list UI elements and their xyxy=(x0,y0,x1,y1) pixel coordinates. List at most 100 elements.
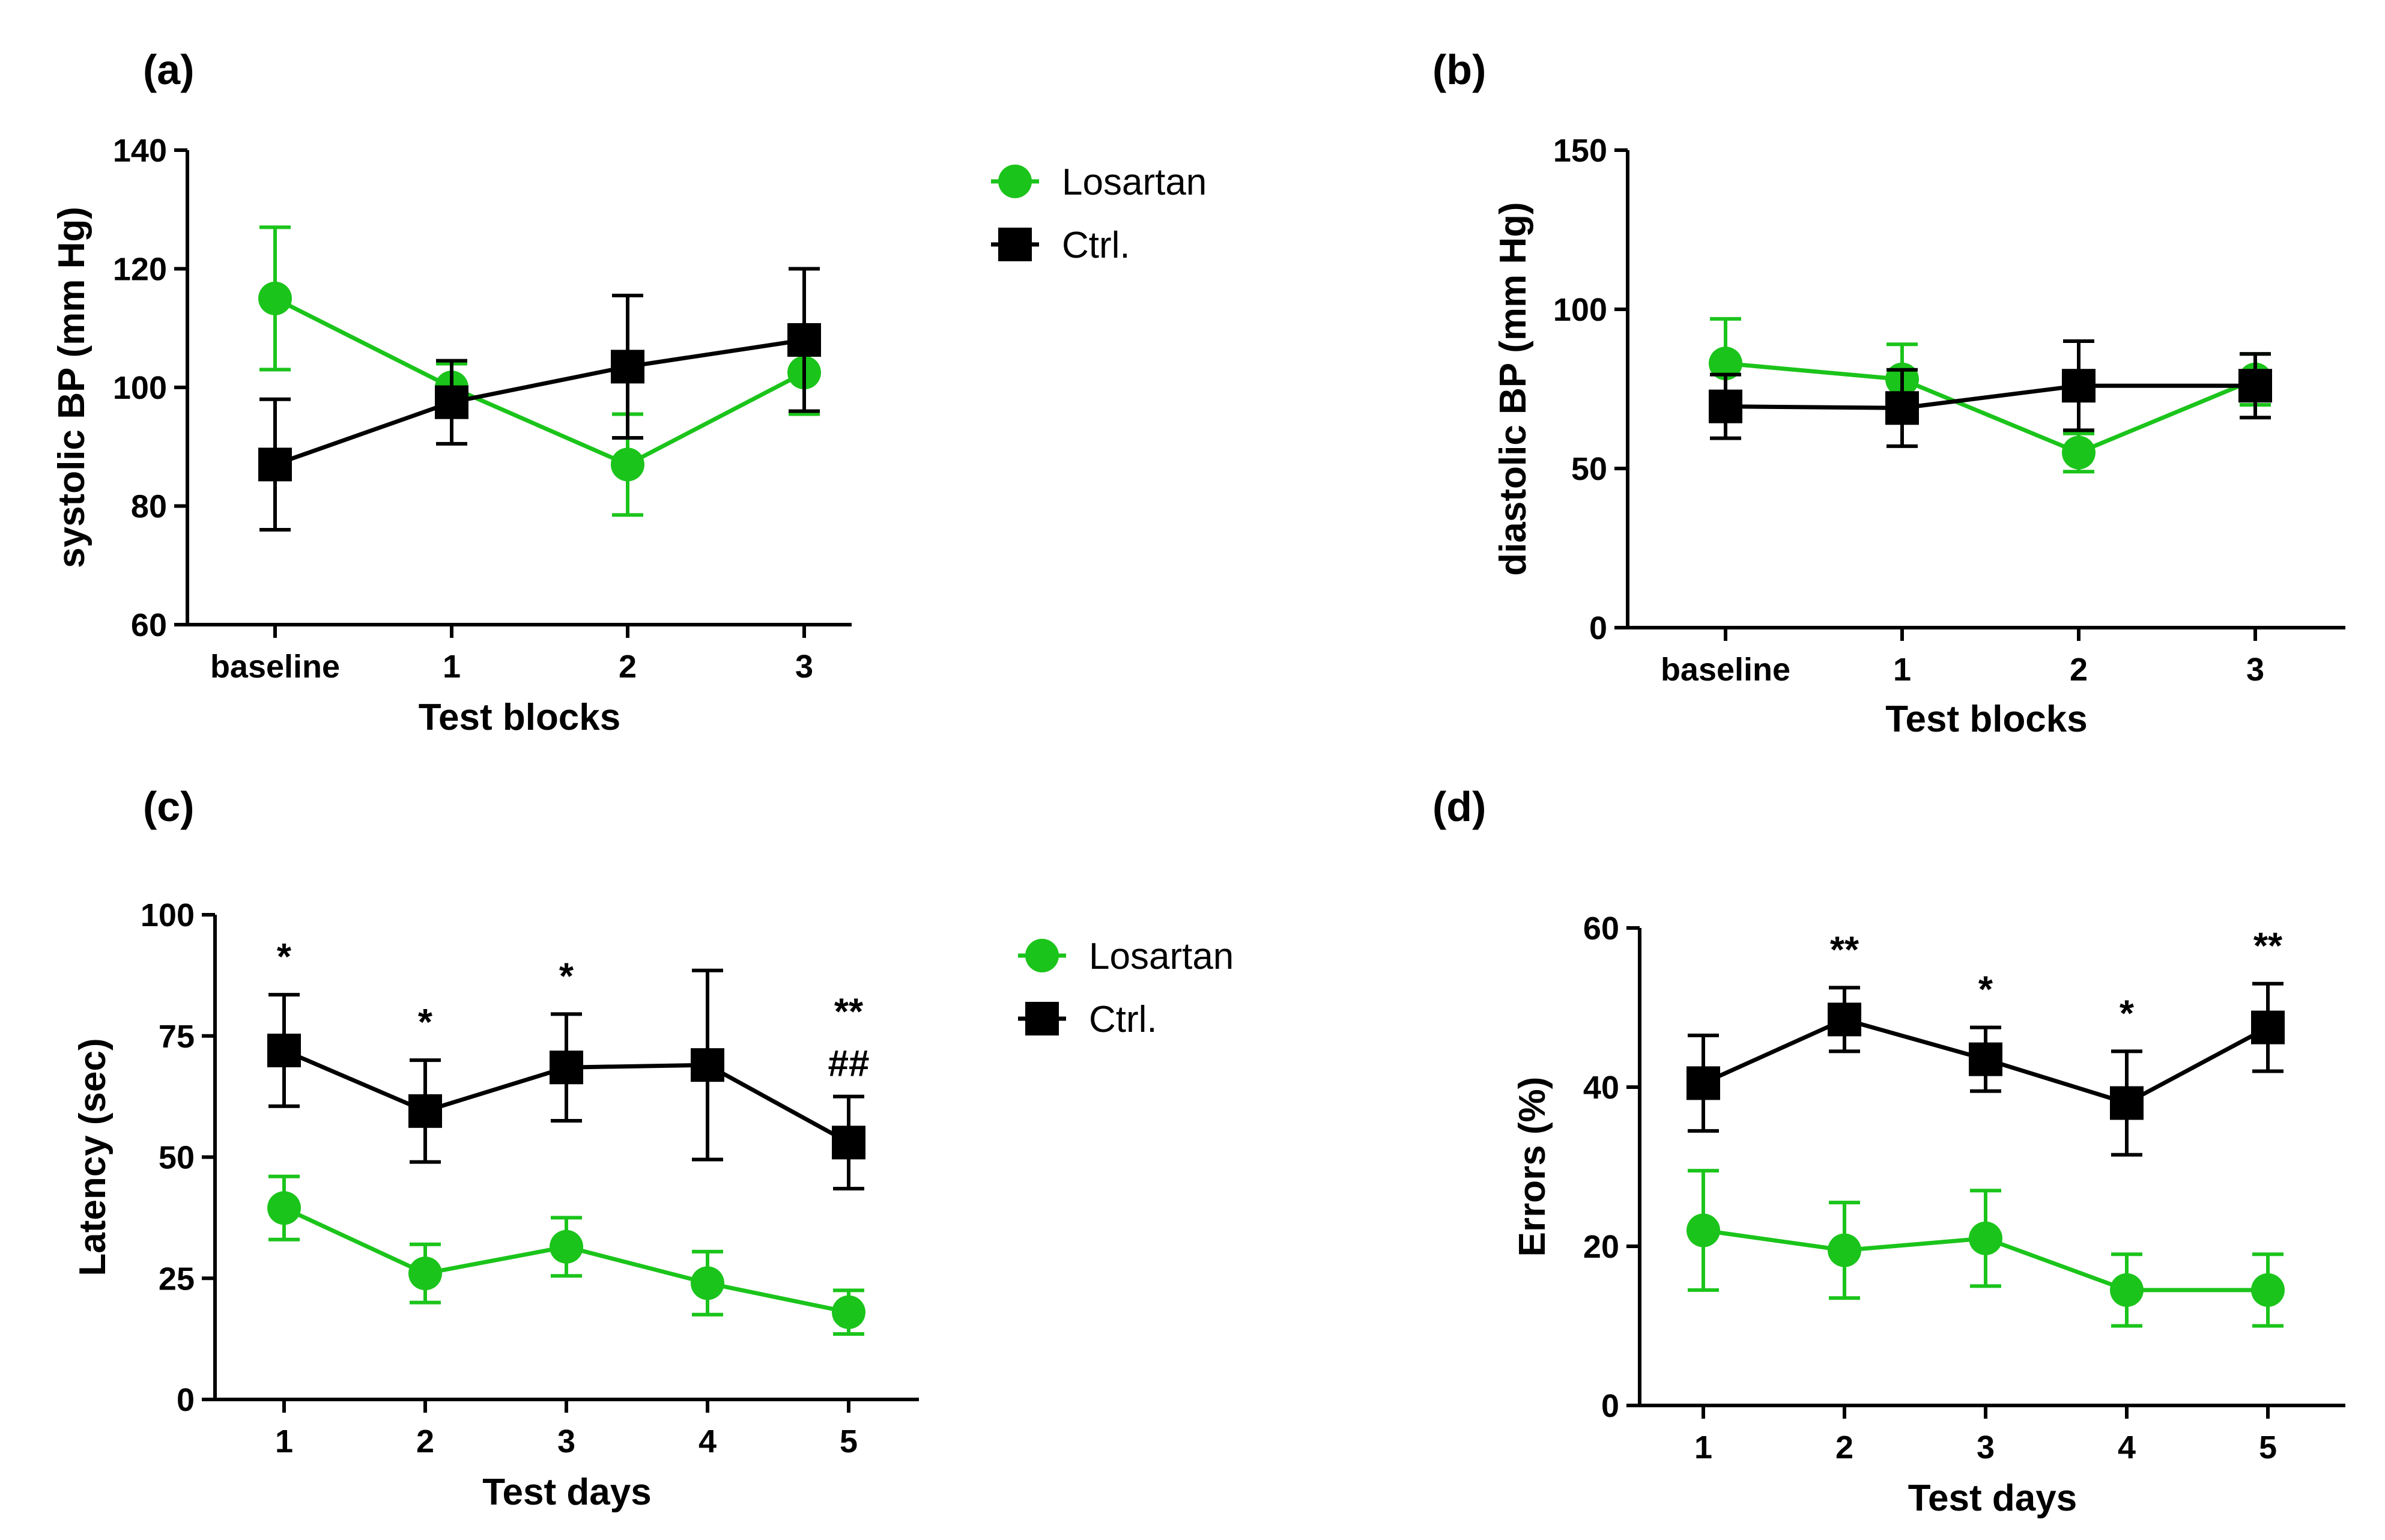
x-tick-label: 2 xyxy=(2070,652,2088,688)
data-point xyxy=(1969,1042,2002,1076)
series-line xyxy=(274,338,805,467)
y-tick-label: 40 xyxy=(1583,1070,1619,1106)
x-tick-label: 4 xyxy=(2118,1429,2136,1466)
series-line xyxy=(1725,361,2256,455)
data-point xyxy=(691,1048,724,1082)
legend-swatch-marker xyxy=(1025,939,1059,972)
x-tick-label: 3 xyxy=(2246,652,2264,688)
x-tick-label: 3 xyxy=(557,1423,575,1460)
significance-marker: * xyxy=(1978,969,1993,1011)
x-axis-title: Test days xyxy=(482,1472,651,1513)
series-line xyxy=(1725,383,2255,410)
series-ctrl xyxy=(1709,339,2272,448)
series-ctrl xyxy=(267,968,865,1190)
x-tick-label: 3 xyxy=(795,649,813,685)
y-tick-label: 20 xyxy=(1583,1229,1619,1265)
significance-marker: ** xyxy=(1830,929,1859,971)
y-tick-label: 60 xyxy=(131,607,167,643)
x-tick-label: 1 xyxy=(443,649,461,685)
x-tick-label: 2 xyxy=(1835,1429,1853,1466)
panel-label: (d) xyxy=(1432,783,1486,830)
data-point xyxy=(550,1050,583,1085)
data-point xyxy=(1686,1213,1720,1247)
significance-marker: * xyxy=(418,1002,433,1043)
y-axis-title: diastolic BP (mm Hg) xyxy=(1493,202,1534,575)
legend-label: Losartan xyxy=(1062,162,1207,203)
data-point xyxy=(258,447,292,482)
data-point xyxy=(2110,1273,2144,1307)
data-point xyxy=(2251,1273,2285,1307)
x-tick-label: 5 xyxy=(2259,1429,2277,1466)
data-point xyxy=(408,1094,442,1128)
x-tick-label: 5 xyxy=(840,1423,858,1460)
data-point xyxy=(1828,1002,1861,1037)
data-point xyxy=(267,1191,301,1225)
data-point xyxy=(1828,1233,1861,1267)
y-tick-label: 0 xyxy=(1589,610,1607,646)
y-tick-label: 100 xyxy=(1553,292,1607,328)
x-tick-label: 4 xyxy=(699,1423,717,1460)
data-point xyxy=(611,350,644,384)
data-point xyxy=(2238,369,2272,403)
data-point xyxy=(832,1126,865,1160)
legend: Losartan Ctrl. xyxy=(991,162,1207,266)
legend-label: Ctrl. xyxy=(1062,225,1130,266)
x-axis-title: Test days xyxy=(1908,1478,2077,1519)
legend-label: Losartan xyxy=(1089,936,1234,977)
x-tick-label: 1 xyxy=(1893,652,1911,688)
significance-marker: ** xyxy=(834,992,864,1033)
y-tick-label: 100 xyxy=(113,370,167,406)
x-tick-label: baseline xyxy=(1661,652,1790,688)
x-tick-label: baseline xyxy=(210,649,340,685)
y-axis-title: Latency (sec) xyxy=(72,1038,114,1276)
series-losartan xyxy=(258,225,821,517)
x-tick-label: 1 xyxy=(275,1423,293,1460)
data-point xyxy=(435,385,468,419)
legend-swatch-marker xyxy=(998,165,1032,198)
significance-marker: * xyxy=(2120,993,2135,1034)
data-point xyxy=(1969,1221,2002,1255)
data-point xyxy=(691,1266,724,1300)
y-axis-title: Errors (%) xyxy=(1512,1077,1553,1257)
legend-swatch-marker xyxy=(998,228,1032,261)
chart-panel-c: (c) 0 25 50 75 100 1 2 3 4 5 Test days Latency (sec)… xyxy=(72,783,919,1513)
y-axis-title: systolic BP (mm Hg) xyxy=(51,207,92,568)
panel-label: (c) xyxy=(143,783,195,830)
y-tick-label: 140 xyxy=(113,133,167,169)
x-tick-label: 3 xyxy=(1977,1429,1995,1466)
panel-label: (a) xyxy=(143,46,195,93)
data-point xyxy=(2251,1010,2285,1044)
data-point xyxy=(1686,1066,1720,1100)
chart-panel-b: (b) 0 50 100 150 baseline 1 2 3 Test blocks diasto… xyxy=(1432,46,2345,740)
data-point xyxy=(408,1257,442,1291)
x-axis-title: Test blocks xyxy=(1885,699,2088,740)
significance-marker: ## xyxy=(828,1043,870,1085)
panel-label: (b) xyxy=(1432,46,1486,93)
significance-marker: ** xyxy=(2253,926,2283,967)
legend-swatch-marker xyxy=(1025,1002,1059,1035)
y-tick-label: 50 xyxy=(1571,451,1607,487)
significance-marker: * xyxy=(559,956,574,997)
y-tick-label: 0 xyxy=(1601,1388,1619,1424)
data-point xyxy=(1885,391,1919,425)
data-point xyxy=(832,1295,865,1329)
significance-marker: * xyxy=(277,936,292,978)
y-tick-label: 75 xyxy=(159,1019,195,1055)
y-tick-label: 0 xyxy=(177,1382,195,1418)
data-point xyxy=(611,447,644,482)
series-losartan xyxy=(267,1174,865,1336)
x-tick-label: 2 xyxy=(619,649,637,685)
y-tick-label: 60 xyxy=(1583,911,1619,947)
series-line xyxy=(274,296,805,467)
y-tick-label: 80 xyxy=(131,489,167,525)
data-point xyxy=(2062,435,2096,470)
series-ctrl xyxy=(1686,981,2285,1157)
x-tick-label: 2 xyxy=(416,1423,434,1460)
legend-label: Ctrl. xyxy=(1089,999,1157,1040)
data-point xyxy=(267,1033,301,1067)
y-tick-label: 25 xyxy=(159,1261,195,1297)
series-ctrl xyxy=(258,267,821,532)
data-point xyxy=(550,1229,583,1264)
